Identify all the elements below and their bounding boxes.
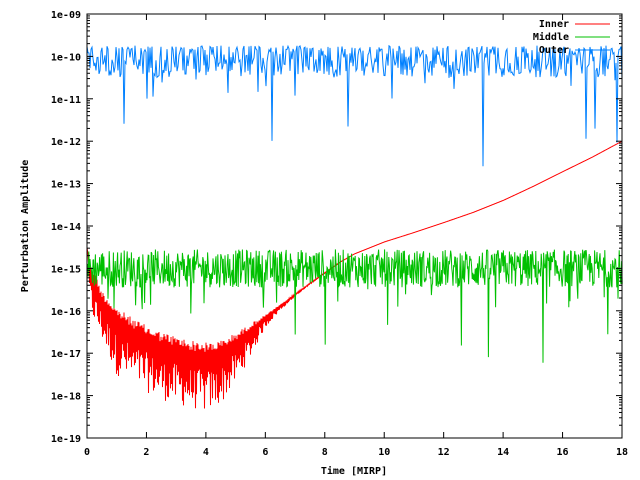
y-tick-label: 1e-13 — [51, 180, 81, 191]
legend-label-inner: Inner — [539, 19, 569, 30]
x-tick-label: 0 — [84, 447, 90, 458]
y-tick-label: 1e-10 — [51, 52, 81, 63]
y-tick-label: 1e-12 — [51, 137, 81, 148]
y-axis-title: Perturbation Amplitude — [19, 160, 31, 292]
y-tick-label: 1e-18 — [51, 392, 81, 403]
x-tick-label: 2 — [143, 447, 149, 458]
series-line-outer — [86, 44, 623, 167]
x-tick-label: 16 — [557, 447, 569, 458]
legend-label-middle: Middle — [533, 31, 569, 43]
x-tick-label: 14 — [497, 447, 509, 458]
legend-label-outer: Outer — [539, 45, 569, 56]
y-tick-label: 1e-14 — [51, 222, 81, 233]
y-tick-label: 1e-17 — [51, 349, 81, 360]
y-axis-ticks: 1e-19 1e-18 1e-17 1e-16 1e-15 1e-14 1e-13 1e-12… — [51, 10, 622, 445]
y-tick-label: 1e-16 — [51, 307, 81, 318]
x-tick-label: 8 — [322, 447, 328, 458]
x-tick-label: 10 — [378, 447, 390, 458]
x-tick-label: 12 — [438, 447, 450, 458]
x-tick-label: 18 — [616, 447, 628, 458]
x-axis-title: Time [MIRP] — [321, 465, 387, 477]
series-line-inner — [86, 140, 623, 409]
y-tick-label: 1e-09 — [51, 10, 81, 21]
series-line-middle — [86, 249, 623, 363]
x-axis-ticks: 0 2 4 6 8 10 12 14 16 18 — [84, 14, 628, 458]
y-tick-label: 1e-19 — [51, 434, 81, 445]
x-tick-label: 4 — [203, 447, 209, 458]
y-tick-label: 1e-15 — [51, 264, 81, 275]
y-tick-label: 1e-11 — [51, 95, 81, 106]
plot-data-layer — [86, 44, 623, 409]
x-tick-label: 6 — [262, 447, 268, 458]
